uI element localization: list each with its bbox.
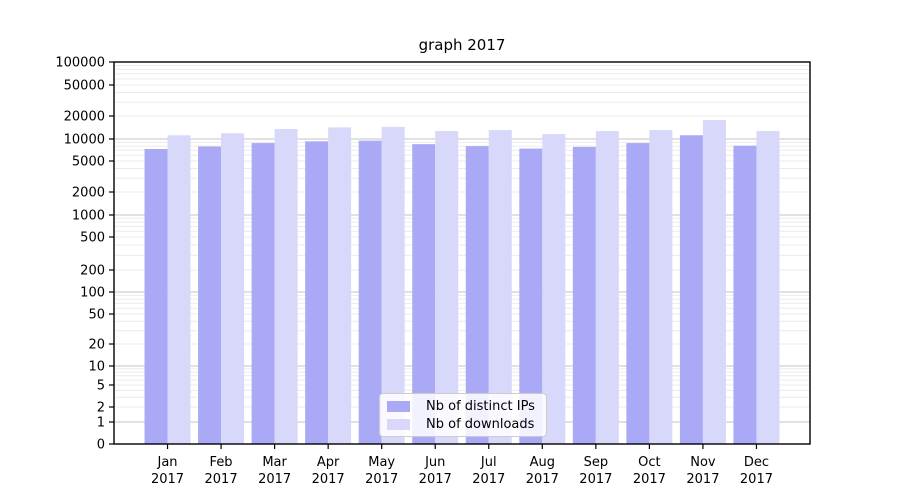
x-tick-label-month: Sep	[584, 455, 609, 470]
x-tick-label-month: Aug	[530, 455, 555, 470]
x-tick-label-year: 2017	[151, 472, 184, 487]
x-tick-label-year: 2017	[205, 472, 238, 487]
bar-jun-distinct-ips	[412, 144, 436, 444]
x-tick-label-month: Apr	[317, 455, 340, 470]
bar-oct-downloads	[649, 130, 673, 444]
legend-swatch-distinct-ips	[387, 400, 410, 412]
bar-feb-downloads	[221, 133, 245, 444]
bar-apr-distinct-ips	[305, 141, 329, 444]
bar-oct-distinct-ips	[626, 143, 650, 444]
bar-dec-distinct-ips	[733, 145, 757, 444]
bar-sep-downloads	[595, 131, 619, 444]
legend-label-distinct-ips: Nb of distinct IPs	[426, 398, 535, 414]
y-tick-label: 10000	[64, 133, 105, 148]
y-tick-label: 2000	[72, 186, 105, 201]
y-tick-label: 50000	[64, 79, 105, 94]
x-tick-label-year: 2017	[419, 472, 452, 487]
x-tick-label-year: 2017	[526, 472, 559, 487]
y-tick-label: 100	[80, 286, 105, 301]
x-tick-label-month: Jan	[157, 455, 178, 470]
bar-nov-downloads	[702, 120, 726, 444]
bar-apr-downloads	[328, 127, 352, 445]
chart-title: graph 2017	[418, 36, 506, 54]
x-tick-label-month: Mar	[262, 455, 287, 470]
y-tick-label: 5000	[72, 155, 105, 170]
bar-aug-distinct-ips	[519, 148, 543, 444]
y-tick-label: 0	[97, 438, 105, 453]
x-tick-label-year: 2017	[472, 472, 505, 487]
bar-jan-downloads	[167, 135, 191, 444]
x-tick-label-year: 2017	[365, 472, 398, 487]
bar-nov-distinct-ips	[679, 135, 703, 444]
y-tick-label: 50	[88, 308, 105, 323]
plot-frame	[113, 61, 811, 445]
x-tick-label-month: Dec	[744, 455, 769, 470]
bar-mar-downloads	[274, 129, 298, 444]
bar-mar-distinct-ips	[251, 143, 275, 444]
x-tick-label-month: Jun	[424, 455, 445, 470]
legend-item-distinct-ips: Nb of distinct IPs	[380, 398, 546, 414]
bar-jun-downloads	[435, 131, 459, 444]
legend-swatch-downloads	[387, 418, 410, 430]
y-tick-label: 2	[97, 401, 105, 416]
x-tick-label-month: May	[368, 455, 395, 470]
y-tick-label: 100000	[55, 56, 105, 71]
bar-feb-distinct-ips	[198, 146, 222, 444]
x-tick-label-year: 2017	[686, 472, 719, 487]
bar-sep-distinct-ips	[572, 146, 596, 444]
y-tick-label: 20000	[64, 110, 105, 125]
legend-label-downloads: Nb of downloads	[426, 416, 535, 432]
y-tick-label: 500	[80, 231, 105, 246]
bar-may-distinct-ips	[358, 140, 382, 445]
bar-jul-distinct-ips	[465, 146, 489, 445]
x-tick-label-year: 2017	[633, 472, 666, 487]
x-tick-label-month: Jul	[480, 455, 497, 470]
bar-aug-downloads	[542, 134, 566, 444]
y-tick-label: 10	[88, 360, 105, 375]
y-tick-label: 1	[97, 416, 105, 431]
x-tick-label-year: 2017	[312, 472, 345, 487]
y-tick-label: 20	[88, 338, 105, 353]
x-tick-label-month: Feb	[210, 455, 233, 470]
bar-jul-downloads	[488, 130, 512, 444]
x-tick-label-year: 2017	[579, 472, 612, 487]
x-tick-label-month: Oct	[638, 455, 660, 470]
bar-jan-distinct-ips	[144, 148, 168, 444]
bar-dec-downloads	[756, 131, 780, 444]
bar-may-downloads	[381, 126, 405, 444]
y-tick-label: 1000	[72, 209, 105, 224]
x-tick-label-year: 2017	[740, 472, 773, 487]
y-tick-label: 5	[97, 379, 105, 394]
y-tick-label: 200	[80, 264, 105, 279]
x-tick-label-month: Nov	[690, 455, 716, 470]
legend-item-downloads: Nb of downloads	[380, 416, 546, 432]
x-tick-label-year: 2017	[258, 472, 291, 487]
legend: Nb of distinct IPs Nb of downloads	[379, 393, 547, 437]
